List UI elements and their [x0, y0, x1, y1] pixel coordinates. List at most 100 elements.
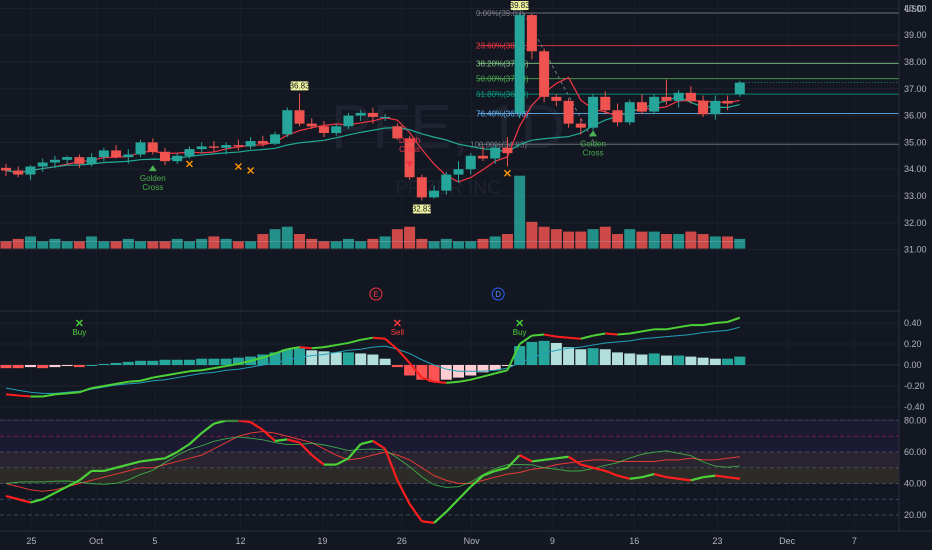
volume-bar — [587, 229, 599, 249]
rsi-line-segment — [396, 479, 411, 505]
macd-line-segment — [556, 335, 569, 339]
macd-histogram-bar — [86, 365, 98, 366]
macd-tick-label: -0.20 — [904, 381, 925, 391]
macd-histogram-bar — [648, 353, 660, 365]
macd-histogram-bar — [159, 359, 171, 365]
time-tick-label: Oct — [89, 536, 104, 546]
price-tick-label: 32.00 — [904, 218, 927, 228]
macd-line-segment — [287, 346, 300, 351]
macd-line-segment — [79, 387, 92, 394]
macd-line-segment — [617, 332, 630, 336]
rsi-line-segment — [30, 498, 43, 504]
macd-line-segment — [666, 326, 679, 331]
macd-line-segment — [201, 367, 215, 372]
rsi-line-segment — [115, 463, 129, 469]
volume-bar — [37, 241, 49, 249]
rsi-line-segment — [262, 429, 276, 442]
macd-line-segment — [323, 344, 337, 349]
volume-bar — [196, 238, 208, 249]
candle-body — [502, 147, 513, 154]
candle-body — [74, 157, 85, 164]
volume-bar — [575, 231, 587, 249]
macd-line-segment — [103, 382, 117, 387]
macd-histogram-bar — [563, 347, 575, 365]
volume-bar — [367, 238, 379, 249]
candle-body — [282, 110, 293, 135]
macd-histogram-bar — [538, 340, 550, 365]
volume-bar — [428, 241, 440, 249]
time-tick-label: Nov — [464, 536, 481, 546]
macd-line-segment — [238, 359, 251, 365]
volume-bar — [318, 241, 330, 249]
candle-body — [685, 92, 696, 101]
candle-body — [429, 190, 440, 198]
macd-histogram-bar — [122, 361, 134, 365]
macd-histogram-bar — [477, 365, 489, 373]
fibonacci-layer: -38.20%(41.70)-23.60%(40.98)0.00%(39.83)… — [470, 9, 899, 149]
rsi-line-segment — [128, 460, 141, 466]
macd-line-segment — [396, 348, 411, 364]
rsi-line-segment — [727, 476, 740, 480]
macd-histogram-bar — [220, 358, 232, 365]
macd-tick-label: 0.40 — [904, 318, 922, 328]
fibonacci-level-label: 100.00%(34.93) — [470, 140, 527, 149]
macd-histogram-bar — [391, 365, 403, 368]
macd-line-segment — [568, 336, 581, 340]
macd-histogram-bar — [135, 360, 147, 365]
volume-bar — [612, 234, 623, 249]
volume-bar — [306, 238, 318, 249]
candle-body — [184, 149, 195, 156]
macd-histogram-bar — [355, 353, 367, 365]
candle-body — [551, 96, 562, 101]
candle-body — [563, 100, 574, 124]
candle-body — [98, 150, 109, 158]
candle-body — [123, 154, 134, 158]
rsi-line-segment — [335, 457, 349, 466]
macd-line-segment — [580, 334, 594, 340]
macd-line-segment — [274, 348, 288, 355]
volume-bar — [342, 238, 354, 249]
price-tick-label: 36.00 — [904, 111, 927, 121]
macd-line-segment — [177, 370, 190, 375]
rsi-line-segment — [519, 454, 533, 463]
rsi-line-segment — [556, 455, 569, 460]
rsi-line-segment — [666, 476, 679, 480]
candle-body — [49, 159, 60, 163]
volume-bar — [391, 229, 403, 249]
volume-bar — [110, 241, 122, 249]
rsi-line-segment — [617, 474, 631, 480]
volume-bar — [636, 231, 648, 249]
golden-cross-label: Golden Cross — [140, 174, 166, 192]
event-badge-letter: E — [373, 290, 378, 299]
rsi-line-segment — [140, 458, 153, 463]
volume-bar — [257, 234, 269, 249]
rsi-line-segment — [54, 485, 68, 494]
macd-histogram-bar — [599, 349, 611, 365]
volume-bar — [208, 236, 220, 249]
volume-bar — [245, 241, 257, 249]
candle-body — [624, 102, 635, 123]
volume-bar — [171, 238, 183, 249]
event-badge — [369, 287, 383, 301]
candle-body — [306, 123, 317, 127]
price-tick-label: 39.00 — [904, 30, 927, 40]
macd-layer: Buy Sell Buy — [0, 316, 899, 398]
rsi-line-segment — [531, 458, 545, 463]
volume-bar — [599, 226, 611, 249]
time-tick-label: 16 — [629, 536, 639, 546]
macd-tick-label: -0.40 — [904, 402, 925, 412]
candle-body — [404, 138, 415, 178]
macd-histogram-bar — [514, 346, 526, 365]
rsi-line-segment — [408, 503, 423, 522]
macd-line-segment — [91, 385, 105, 390]
candle-body — [147, 142, 158, 152]
price-tick-label: 34.00 — [904, 164, 927, 174]
symbol-watermark: PFE, 1D — [331, 93, 565, 162]
rsi-lower-band — [0, 467, 899, 484]
volume-bar — [98, 241, 110, 249]
golden-cross-arrow — [148, 165, 157, 172]
candle-body — [233, 145, 244, 147]
macd-histogram-bar — [367, 354, 379, 365]
